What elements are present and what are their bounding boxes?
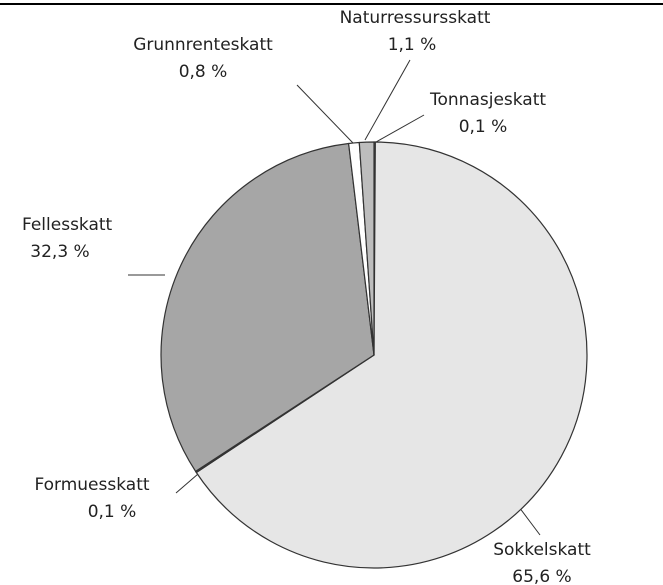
slice-value-label: 1,1 % [388,35,437,55]
slice-value-label: 0,8 % [179,62,228,82]
slice-label: Tonnasjeskatt [429,90,546,110]
leader-line [364,59,411,141]
pie-slice [358,141,375,356]
slice-label: Naturressursskatt [340,8,491,28]
slice-value-label: 0,1 % [459,117,508,137]
slice-label: Fellesskatt [22,215,113,235]
slice-value-label: 65,6 % [512,567,571,585]
slice-value-label: 32,3 % [30,242,89,262]
leader-line [296,84,354,144]
pie-slice [160,142,375,472]
slice-value-label: 0,1 % [88,502,137,522]
pie-slice [195,141,588,569]
slice-label: Formuesskatt [34,475,149,495]
leader-line [175,473,199,494]
slice-label: Grunnrenteskatt [133,35,273,55]
slice-label: Sokkelskatt [493,540,591,560]
leader-line [375,114,425,143]
leader-lines [128,59,541,536]
